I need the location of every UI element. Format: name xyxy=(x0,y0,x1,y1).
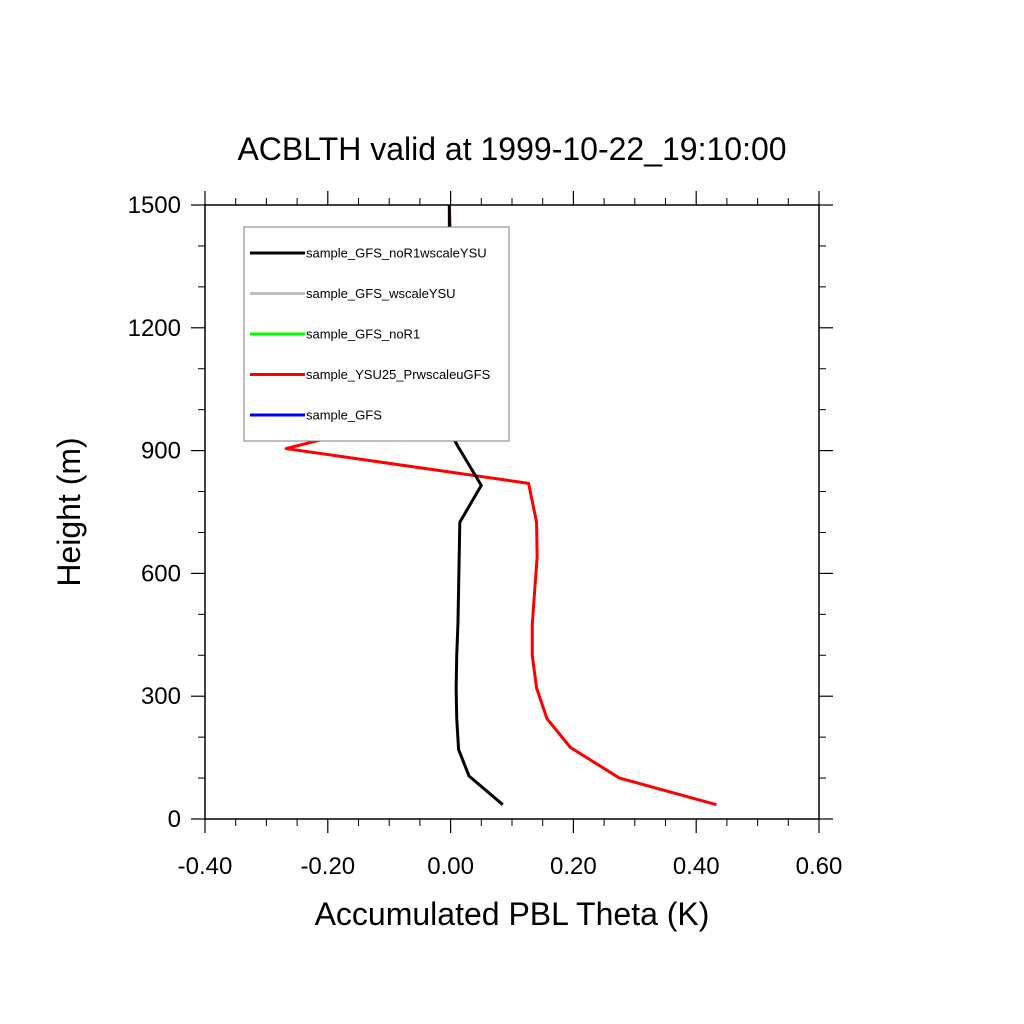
y-tick-label: 600 xyxy=(141,560,181,587)
legend-label-0: sample_GFS_noR1wscaleYSU xyxy=(306,246,487,261)
x-tick-label: 0.00 xyxy=(427,853,474,880)
legend: sample_GFS_noR1wscaleYSU sample_GFS_wscal… xyxy=(243,226,510,442)
x-tick-label: 0.20 xyxy=(550,853,597,880)
y-tick-label: 1500 xyxy=(128,192,181,219)
x-tick-label: -0.40 xyxy=(178,853,233,880)
chart-title: ACBLTH valid at 1999-10-22_19:10:00 xyxy=(237,131,786,167)
legend-label-4: sample_GFS xyxy=(306,408,382,423)
y-tick-label: 300 xyxy=(141,683,181,710)
x-tick-label: -0.20 xyxy=(300,853,355,880)
y-tick-label: 0 xyxy=(168,806,181,833)
tick-labels-layer: -0.40 -0.20 0.00 0.20 0.40 0.60 0 300 600 900 1200… xyxy=(128,192,843,880)
legend-label-2: sample_GFS_noR1 xyxy=(306,327,420,342)
x-axis-label: Accumulated PBL Theta (K) xyxy=(315,896,710,932)
legend-items: sample_GFS_noR1wscaleYSU sample_GFS_wscal… xyxy=(250,246,491,423)
y-axis-label: Height (m) xyxy=(51,437,87,586)
legend-label-1: sample_GFS_wscaleYSU xyxy=(306,286,456,301)
y-tick-label: 1200 xyxy=(128,315,181,342)
x-tick-label: 0.60 xyxy=(796,853,843,880)
ticks-layer xyxy=(191,191,833,833)
legend-label-3: sample_YSU25_PrwscaleuGFS xyxy=(306,367,491,382)
x-tick-label: 0.40 xyxy=(673,853,720,880)
y-tick-label: 900 xyxy=(141,438,181,465)
